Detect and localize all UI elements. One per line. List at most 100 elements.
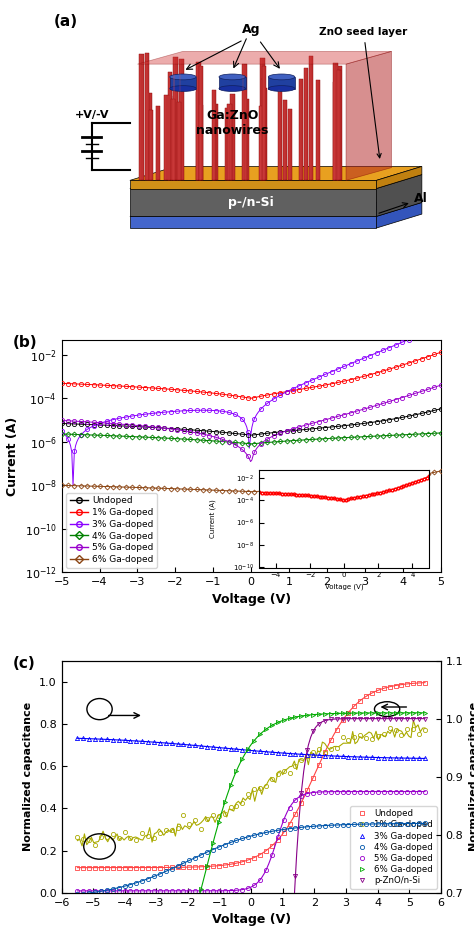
5% Ga-doped (422, 786, 428, 797)
5% Ga-doped (292, 794, 298, 806)
Undoped (134, 862, 139, 873)
Ellipse shape (170, 74, 196, 80)
Polygon shape (260, 57, 264, 180)
5% Ga-doped (134, 885, 139, 897)
Line: p-ZnO/n-Si: p-ZnO/n-Si (75, 716, 427, 940)
Polygon shape (170, 77, 196, 88)
3% Ga-doped (186, 740, 192, 751)
Undoped (292, 808, 298, 820)
Polygon shape (262, 66, 266, 180)
Polygon shape (199, 66, 203, 180)
Polygon shape (130, 166, 422, 180)
Text: +V/-V: +V/-V (75, 110, 109, 119)
Line: Undoped: Undoped (75, 681, 427, 870)
5% Ga-doped (163, 885, 169, 897)
Ellipse shape (268, 86, 295, 91)
3% Ga-doped (292, 748, 298, 760)
Polygon shape (309, 56, 313, 180)
Polygon shape (196, 92, 201, 180)
Polygon shape (168, 72, 172, 180)
Polygon shape (164, 95, 169, 180)
Undoped (175, 862, 181, 873)
Polygon shape (145, 54, 149, 180)
4% Ga-doped (163, 866, 169, 877)
Polygon shape (130, 202, 422, 216)
Ellipse shape (170, 86, 196, 91)
1% Ga-doped (92, 839, 98, 851)
Polygon shape (304, 69, 308, 180)
Polygon shape (139, 55, 144, 180)
Polygon shape (299, 79, 303, 180)
4% Ga-doped (422, 818, 428, 829)
Polygon shape (219, 77, 246, 88)
Polygon shape (283, 100, 287, 180)
Polygon shape (334, 82, 338, 180)
6% Ga-doped (422, 707, 428, 718)
Line: 1% Ga-doped: 1% Ga-doped (75, 726, 427, 847)
Polygon shape (196, 62, 201, 180)
Polygon shape (337, 66, 342, 180)
Polygon shape (225, 108, 230, 180)
Text: (a): (a) (54, 14, 78, 29)
Polygon shape (376, 175, 422, 216)
Polygon shape (199, 105, 203, 180)
1% Ga-doped (422, 725, 428, 736)
Polygon shape (376, 202, 422, 228)
3% Ga-doped (192, 740, 198, 751)
Polygon shape (180, 58, 184, 180)
5% Ga-doped (192, 885, 198, 897)
Polygon shape (268, 77, 295, 88)
1% Ga-doped (387, 723, 392, 734)
6% Ga-doped (192, 906, 198, 917)
Text: (c): (c) (12, 656, 35, 671)
Legend: Undoped, 1% Ga-doped, 3% Ga-doped, 4% Ga-doped, 5% Ga-doped, 6% Ga-doped: Undoped, 1% Ga-doped, 3% Ga-doped, 4% Ga… (66, 493, 157, 568)
Polygon shape (130, 216, 376, 228)
Y-axis label: Current (A): Current (A) (6, 416, 19, 495)
5% Ga-doped (74, 885, 80, 897)
Polygon shape (147, 92, 152, 180)
p-ZnO/n-Si (422, 713, 428, 724)
Polygon shape (263, 88, 267, 180)
Ellipse shape (219, 86, 246, 91)
Ellipse shape (268, 74, 295, 80)
Line: 6% Ga-doped: 6% Ga-doped (75, 711, 427, 940)
3% Ga-doped (163, 737, 169, 748)
Polygon shape (211, 90, 216, 180)
Polygon shape (242, 64, 247, 180)
Polygon shape (130, 175, 422, 189)
Polygon shape (137, 52, 392, 64)
Y-axis label: Normalized capacitance: Normalized capacitance (23, 702, 34, 852)
1% Ga-doped (169, 824, 174, 836)
6% Ga-doped (292, 712, 298, 723)
1% Ga-doped (181, 809, 186, 821)
Polygon shape (376, 166, 422, 189)
Line: 5% Ga-doped: 5% Ga-doped (75, 790, 427, 893)
Text: (b): (b) (12, 335, 37, 350)
Legend: Undoped, 1% Ga-doped, 3% Ga-doped, 4% Ga-doped, 5% Ga-doped, 6% Ga-doped, p-ZnO/: Undoped, 1% Ga-doped, 3% Ga-doped, 4% Ga… (350, 806, 437, 888)
Undoped (192, 861, 198, 872)
Text: Al: Al (379, 193, 428, 213)
3% Ga-doped (175, 738, 181, 749)
Polygon shape (346, 52, 392, 180)
1% Ga-doped (299, 755, 304, 766)
Polygon shape (333, 63, 337, 180)
Text: ZnO seed layer: ZnO seed layer (319, 27, 408, 158)
Line: 3% Ga-doped: 3% Ga-doped (75, 736, 427, 760)
5% Ga-doped (175, 885, 181, 897)
Undoped (186, 861, 192, 872)
Polygon shape (278, 90, 283, 180)
4% Ga-doped (74, 889, 80, 901)
Y-axis label: Normalized capacitance: Normalized capacitance (469, 702, 474, 852)
Polygon shape (245, 100, 249, 180)
Polygon shape (288, 109, 292, 180)
Line: 4% Ga-doped: 4% Ga-doped (75, 822, 427, 897)
Polygon shape (168, 96, 172, 180)
Polygon shape (130, 189, 376, 216)
1% Ga-doped (192, 814, 198, 825)
Polygon shape (230, 94, 235, 180)
Polygon shape (149, 110, 153, 180)
Ellipse shape (219, 74, 246, 80)
Polygon shape (337, 70, 341, 180)
X-axis label: Voltage (V): Voltage (V) (212, 592, 291, 605)
Undoped (422, 677, 428, 688)
